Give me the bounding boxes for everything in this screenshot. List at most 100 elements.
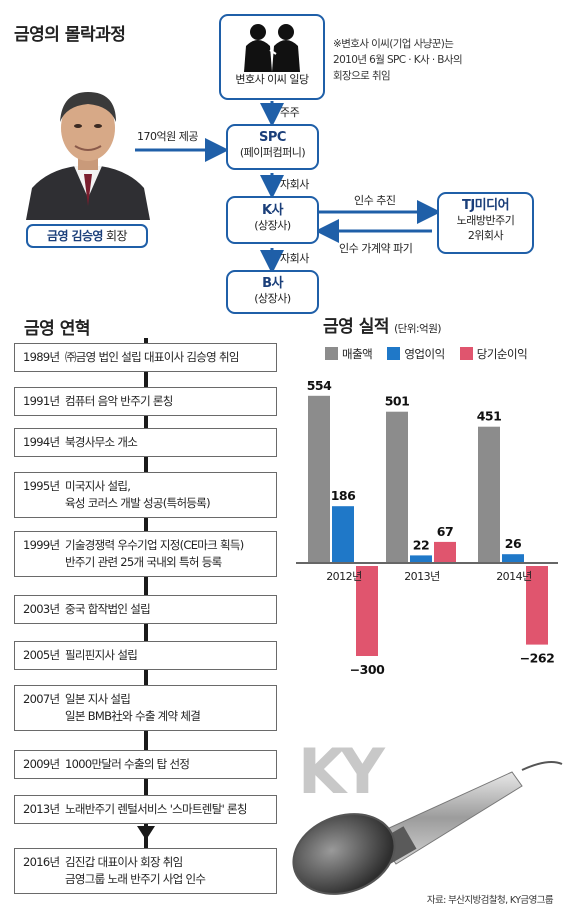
bar-value-label: 501 [385, 394, 410, 409]
microphone-illustration [292, 761, 563, 895]
source-credit: 자료: 부산지방검찰청, KY금영그룹 [426, 895, 554, 906]
person-caption: 금영 김승영 회장 [26, 224, 148, 248]
chart-header: 금영 실적 (단위:억원) [323, 312, 441, 337]
label-fund: 170억원 제공 [137, 130, 198, 143]
bar-value-label: 186 [331, 488, 356, 503]
history-text: 일본 지사 설립 [65, 692, 131, 706]
bar-value-label: −262 [520, 651, 555, 666]
label-shareholder: 주주 [280, 106, 300, 119]
bar-0-0 [308, 395, 330, 562]
history-year: 1991년 [23, 394, 60, 408]
history-item: 2013년 노래반주기 렌털서비스 '스마트렌탈' 론칭 [14, 795, 277, 824]
bar-value-label: 554 [307, 378, 332, 393]
k-title: K사 [261, 203, 284, 218]
history-text: 육성 코러스 개발 성공(특허등록) [65, 496, 211, 510]
history-item: 1989년 ㈜금영 법인 설립 대표이사 김승영 취임 [14, 343, 277, 372]
legend-net: 당기순이익 [476, 346, 528, 361]
history-item: 2003년 중국 합작법인 설립 [14, 595, 277, 624]
bar-2-1 [434, 541, 456, 562]
history-text: 미국지사 설립, [65, 479, 131, 493]
bar-2-0 [356, 566, 378, 656]
label-subsidiary-2: 자회사 [280, 252, 309, 265]
bar-value-label: 451 [477, 409, 502, 424]
bar-value-label: 67 [437, 524, 453, 539]
tj-title: TJ미디어 [461, 198, 510, 213]
history-item: 1999년 기술경쟁력 우수기업 지정(CE마크 획득) 반주기 관련 25개 국내… [14, 531, 277, 577]
spc-sub: (페이퍼컴퍼니) [239, 146, 306, 159]
category-label: 2014년 [496, 570, 532, 583]
history-text: 기술경쟁력 우수기업 지정(CE마크 획득) [65, 538, 244, 552]
bar-1-0 [332, 506, 354, 562]
legend-operating: 영업이익 [404, 346, 445, 361]
bar-value-label: 22 [413, 537, 429, 552]
history-year: 2009년 [23, 757, 60, 771]
history-text: 노래반주기 렌털서비스 '스마트렌탈' 론칭 [65, 802, 247, 816]
legend-revenue: 매출액 [342, 346, 373, 361]
legend-swatch-net [459, 347, 473, 360]
bar-0-1 [386, 411, 408, 562]
lawyer-group-box: 변호사 이씨 일당 [219, 14, 325, 100]
person-photo [18, 70, 158, 220]
history-text: 북경사무소 개소 [65, 435, 138, 449]
person-role: 회장 [106, 229, 127, 243]
chart-unit: (단위:억원) [394, 323, 441, 335]
history-year: 1994년 [23, 435, 60, 449]
history-year: 2005년 [23, 648, 60, 662]
history-text: 김진갑 대표이사 회장 취임 [65, 855, 183, 869]
history-item: 1995년 미국지사 설립, 육성 코러스 개발 성공(특허등록) [14, 472, 277, 518]
category-label: 2013년 [404, 570, 440, 583]
bar-2-2 [526, 566, 548, 645]
history-year: 1989년 [23, 350, 60, 364]
bar-1-2 [502, 554, 524, 562]
lawyer-group-label: 변호사 이씨 일당 [235, 73, 309, 86]
history-year: 2016년 [23, 855, 60, 869]
history-text: 일본 BMB社와 수출 계약 체결 [65, 709, 201, 723]
history-year: 2003년 [23, 602, 60, 616]
businessmen-icon [244, 24, 300, 72]
history-text: 컴퓨터 음악 반주기 론칭 [65, 394, 173, 408]
category-label: 2012년 [326, 570, 362, 583]
history-text: 1000만달러 수출의 탑 선정 [65, 757, 190, 771]
history-year: 2013년 [23, 802, 60, 816]
ky-logo: KY [298, 735, 385, 808]
history-year: 1999년 [23, 538, 60, 552]
label-acquire: 인수 추진 [354, 194, 396, 207]
chart-legend: 매출액 영업이익 당기순이익 [325, 343, 537, 362]
spc-title: SPC [259, 130, 286, 145]
history-text: ㈜금영 법인 설립 대표이사 김승영 취임 [65, 350, 239, 364]
chart-title: 금영 실적 [323, 317, 389, 337]
k-sub: (상장사) [254, 219, 291, 232]
bar-1-1 [410, 555, 432, 562]
history-text: 필리핀지사 설립 [65, 648, 138, 662]
timeline-arrowhead [137, 826, 155, 840]
k-company-box: K사 (상장사) [226, 196, 319, 244]
b-title: B사 [262, 276, 283, 291]
history-text: 반주기 관련 25개 국내외 특허 등록 [65, 555, 222, 569]
legend-swatch-operating [387, 347, 401, 360]
bar-value-label: −300 [350, 662, 385, 677]
b-sub: (상장사) [254, 292, 291, 305]
tj-media-box: TJ미디어 노래방반주기 2위회사 [437, 192, 534, 254]
history-title: 금영 연혁 [24, 319, 90, 339]
spc-box: SPC (페이퍼컴퍼니) [226, 124, 319, 170]
history-item: 2005년 필리핀지사 설립 [14, 641, 277, 670]
label-cancel: 인수 가계약 파기 [339, 242, 413, 255]
person-name: 금영 김승영 [47, 229, 103, 243]
diagram-arrows [135, 101, 441, 274]
b-company-box: B사 (상장사) [226, 270, 319, 314]
history-item: 2009년 1000만달러 수출의 탑 선정 [14, 750, 277, 779]
label-subsidiary-1: 자회사 [280, 178, 309, 191]
main-title: 금영의 몰락과정 [14, 25, 126, 45]
results-chart: 554 186 −300 2012년 501 22 67 2013년 451 26 −262 2014… [296, 378, 558, 677]
bar-value-label: 26 [505, 536, 522, 551]
bar-0-2 [478, 426, 500, 562]
legend-swatch-revenue [325, 347, 338, 360]
history-text: 금영그룹 노래 반주기 사업 인수 [65, 872, 206, 886]
history-item: 1991년 컴퓨터 음악 반주기 론칭 [14, 387, 277, 416]
history-year: 2007년 [23, 692, 60, 706]
history-text: 중국 합작법인 설립 [65, 602, 151, 616]
history-item: 1994년 북경사무소 개소 [14, 428, 277, 457]
lawyer-note: ※변호사 이씨(기업 사냥꾼)는 2010년 6월 SPC · K사 · B사의… [333, 38, 463, 82]
history-year: 1995년 [23, 479, 60, 493]
